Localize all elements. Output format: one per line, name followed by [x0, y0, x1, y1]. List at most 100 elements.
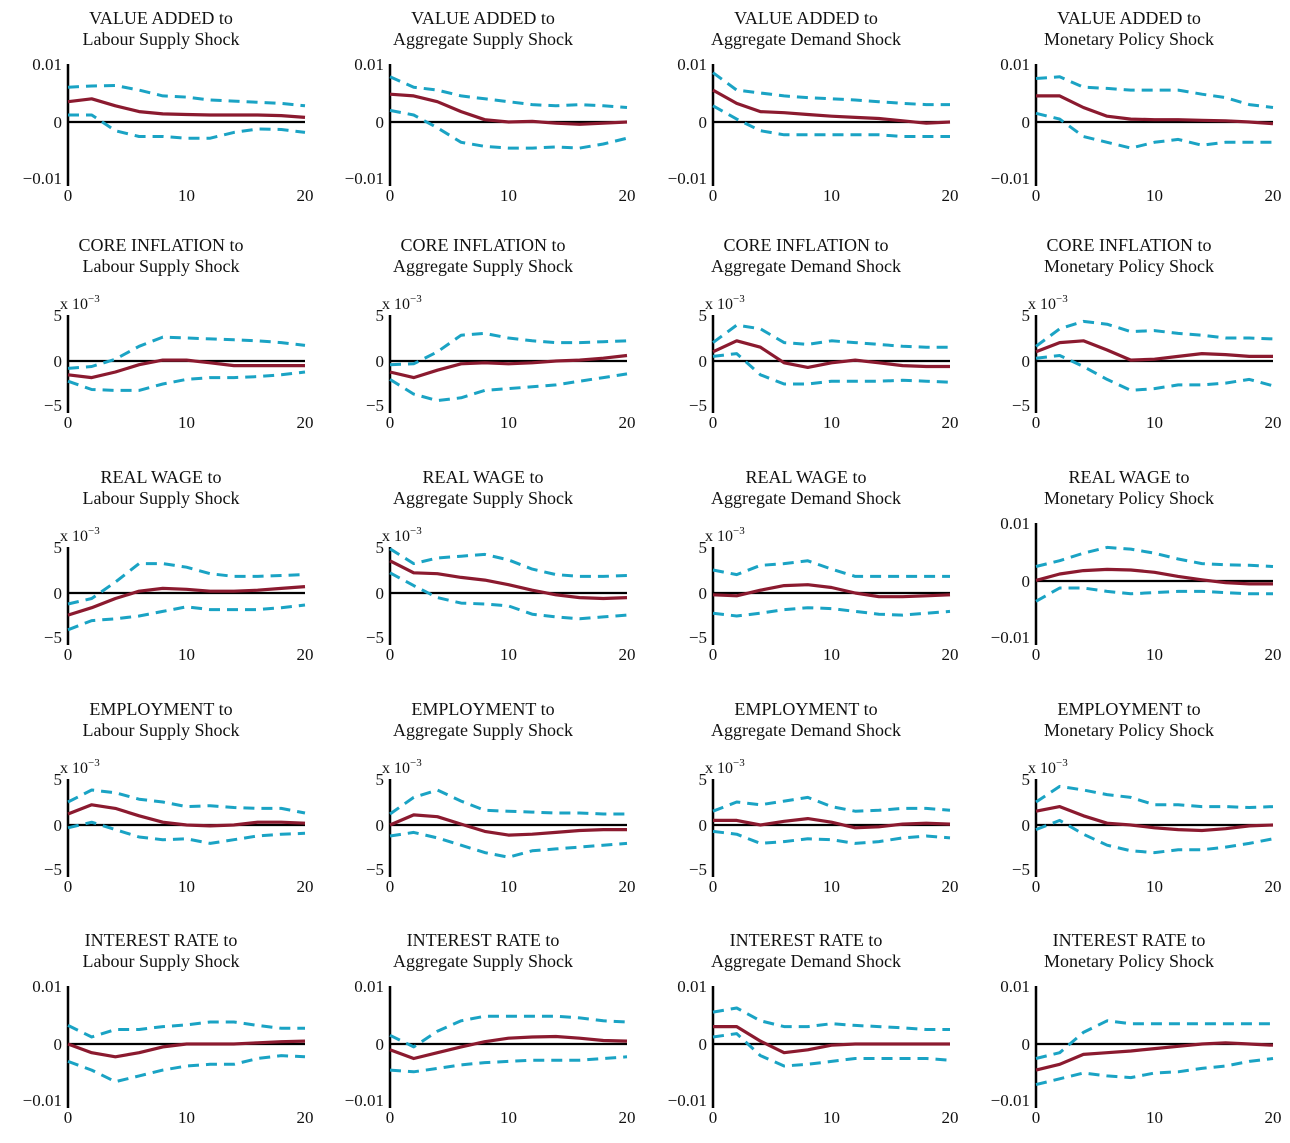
panel-title-variable: VALUE ADDED to [89, 8, 233, 28]
panel-title-shock: Monetary Policy Shock [1044, 29, 1214, 49]
median-response-line [389, 813, 627, 837]
lower-band-line [67, 820, 306, 845]
panel-title-variable: REAL WAGE to [1068, 467, 1190, 487]
upper-band-line [712, 71, 950, 107]
x-tick-label: 0 [1032, 645, 1041, 664]
axis-multiplier-exponent: −3 [1056, 757, 1068, 769]
y-tick-label: −5 [689, 860, 707, 879]
lower-band-line [712, 1032, 951, 1068]
x-tick-label: 0 [1032, 877, 1041, 896]
axis-multiplier: x 10−3 [705, 525, 745, 545]
y-tick-label: 0 [699, 113, 708, 132]
irf-plot: x 10−350−50 10 20 [44, 525, 314, 664]
median-response-line [713, 816, 951, 830]
y-tick-label: 5 [1022, 306, 1031, 325]
irf-panel: CORE INFLATION to Monetary Policy Shock x … [968, 227, 1290, 448]
lower-band-line [1035, 111, 1273, 150]
y-tick-label: 0 [376, 816, 385, 835]
panel-title-shock: Labour Supply Shock [82, 29, 240, 49]
y-tick-label: −5 [44, 860, 62, 879]
panel-title-variable: INTEREST RATE to [84, 930, 238, 950]
upper-band-line [1035, 784, 1274, 809]
upper-band-line [1035, 545, 1274, 568]
panel-title-variable: INTEREST RATE to [406, 930, 560, 950]
axis-multiplier: x 10−3 [382, 525, 422, 545]
upper-band-line [712, 795, 951, 813]
median-response-line [67, 358, 305, 380]
panel-title-variable: INTEREST RATE to [729, 930, 883, 950]
panel-title-variable: REAL WAGE to [100, 467, 222, 487]
median-response-line [713, 1024, 950, 1055]
y-tick-label: −5 [366, 628, 384, 647]
axis-multiplier: x 10−3 [1028, 293, 1068, 313]
panel-title-variable: VALUE ADDED to [411, 8, 555, 28]
x-tick-label: 10 [500, 186, 517, 205]
y-tick-label: 0 [54, 352, 63, 371]
y-tick-label: 5 [699, 306, 708, 325]
y-tick-label: 0.01 [677, 977, 707, 996]
x-tick-label: 0 [386, 645, 395, 664]
panel-title-variable: VALUE ADDED to [734, 8, 878, 28]
y-tick-label: 0 [54, 584, 63, 603]
y-tick-label: −5 [366, 860, 384, 879]
y-tick-label: 5 [699, 770, 708, 789]
panel-title-variable: VALUE ADDED to [1057, 8, 1201, 28]
y-tick-label: 0.01 [1000, 514, 1030, 533]
irf-plot: 0.010−0.010 10 20 [23, 55, 314, 205]
y-tick-label: 5 [1022, 770, 1031, 789]
x-tick-label: 10 [178, 877, 195, 896]
y-tick-label: 0 [699, 816, 708, 835]
lower-band-line [712, 829, 951, 845]
panel-title-shock: Aggregate Supply Shock [393, 488, 573, 508]
panel-title-shock: Aggregate Demand Shock [711, 951, 901, 971]
irf-plot: x 10−350−50 10 20 [1012, 293, 1282, 432]
median-response-line [1035, 567, 1273, 586]
lower-band-line [712, 104, 950, 138]
irf-panel: EMPLOYMENT to Monetary Policy Shock x 10−3… [968, 691, 1290, 912]
median-response-line [712, 583, 951, 599]
x-tick-label: 20 [619, 1108, 636, 1127]
panel-title-variable: INTEREST RATE to [1052, 930, 1206, 950]
y-tick-label: −0.01 [991, 169, 1030, 188]
x-tick-label: 10 [500, 877, 517, 896]
panel-title-shock: Labour Supply Shock [82, 488, 240, 508]
x-tick-label: 20 [297, 877, 314, 896]
irf-plot: x 10−350−50 10 20 [1012, 757, 1282, 896]
panel-title-shock: Aggregate Supply Shock [393, 951, 573, 971]
x-tick-label: 0 [709, 645, 718, 664]
lower-band-line [389, 108, 628, 150]
y-tick-label: −5 [689, 396, 707, 415]
upper-band-line [389, 331, 628, 367]
y-tick-label: 0 [1022, 816, 1031, 835]
median-response-line [1035, 1041, 1274, 1072]
irf-panel: CORE INFLATION to Labour Supply Shock x 10… [0, 227, 322, 448]
irf-panel: CORE INFLATION to Aggregate Demand Shock x… [645, 227, 967, 448]
y-tick-label: 5 [54, 538, 63, 557]
lower-band-line [67, 603, 306, 632]
lower-band-line [67, 1054, 306, 1084]
median-response-line [67, 1039, 306, 1059]
median-response-line [67, 585, 306, 617]
panel-title-shock: Labour Supply Shock [82, 951, 240, 971]
irf-plot: x 10−350−50 10 20 [689, 525, 959, 664]
x-tick-label: 0 [709, 877, 718, 896]
y-tick-label: −0.01 [23, 169, 62, 188]
x-tick-label: 20 [942, 645, 959, 664]
panel-title-variable: CORE INFLATION to [1046, 235, 1212, 255]
x-tick-label: 20 [1265, 1108, 1282, 1127]
irf-plot: x 10−350−50 10 20 [44, 757, 314, 896]
irf-panel: VALUE ADDED to Aggregate Supply Shock 0.01… [322, 0, 644, 221]
y-tick-label: −0.01 [668, 1091, 707, 1110]
y-tick-label: 0.01 [1000, 977, 1030, 996]
axis-multiplier: x 10−3 [382, 757, 422, 777]
lower-band-line [1035, 1057, 1274, 1087]
panel-title-shock: Aggregate Demand Shock [711, 720, 901, 740]
x-tick-label: 0 [386, 186, 395, 205]
x-tick-label: 20 [619, 186, 636, 205]
x-tick-label: 20 [297, 186, 314, 205]
panel-title-shock: Labour Supply Shock [82, 256, 240, 276]
x-tick-label: 10 [500, 1108, 517, 1127]
y-tick-label: −5 [1012, 396, 1030, 415]
axis-multiplier: x 10−3 [382, 293, 422, 313]
y-tick-label: −5 [1012, 860, 1030, 879]
